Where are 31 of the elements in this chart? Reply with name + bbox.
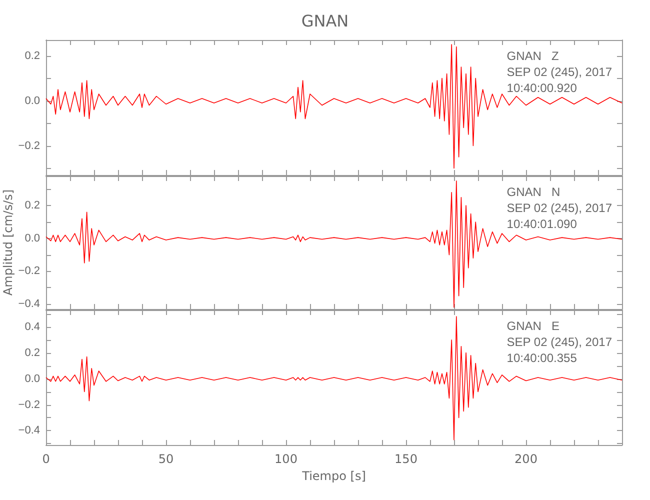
annotation: 10:40:00.355 bbox=[506, 351, 578, 365]
x-tick-label: 200 bbox=[514, 452, 538, 466]
y-tick-label: 0.0 bbox=[24, 372, 40, 385]
x-tick-label: 50 bbox=[158, 452, 174, 466]
y-axis-title: Amplitud [cm/s/s] bbox=[1, 189, 15, 296]
y-tick-label: −0.2 bbox=[18, 265, 40, 278]
x-tick-label: 100 bbox=[274, 452, 298, 466]
annotation: GNAN N bbox=[506, 185, 560, 199]
y-tick-label: 0.0 bbox=[24, 94, 40, 107]
x-tick-label: 0 bbox=[42, 452, 50, 466]
annotation: 10:40:00.920 bbox=[506, 81, 578, 95]
y-tick-label: −0.4 bbox=[18, 424, 40, 437]
y-tick-label: 0.2 bbox=[24, 346, 40, 359]
y-tick-label: 0.2 bbox=[24, 50, 40, 62]
x-axis-title: Tiempo [s] bbox=[301, 468, 366, 483]
y-tick-label: −0.2 bbox=[18, 140, 40, 152]
annotation: GNAN E bbox=[506, 319, 560, 333]
y-tick-label: 0.2 bbox=[24, 200, 40, 212]
annotation: SEP 02 (245), 2017 bbox=[506, 201, 612, 215]
y-tick-label: −0.4 bbox=[18, 298, 40, 310]
annotation: 10:40:01.090 bbox=[506, 217, 578, 231]
y-tick-label: 0.0 bbox=[24, 232, 40, 244]
annotation: SEP 02 (245), 2017 bbox=[506, 65, 612, 79]
x-tick-label: 150 bbox=[394, 452, 418, 466]
y-tick-label: 0.4 bbox=[24, 320, 40, 333]
annotation: SEP 02 (245), 2017 bbox=[506, 335, 612, 349]
annotation: GNAN Z bbox=[506, 49, 559, 63]
line-series bbox=[46, 316, 622, 440]
y-tick-label: −0.2 bbox=[18, 398, 40, 411]
line-series bbox=[46, 44, 622, 169]
chart-title: GNAN bbox=[301, 12, 349, 30]
